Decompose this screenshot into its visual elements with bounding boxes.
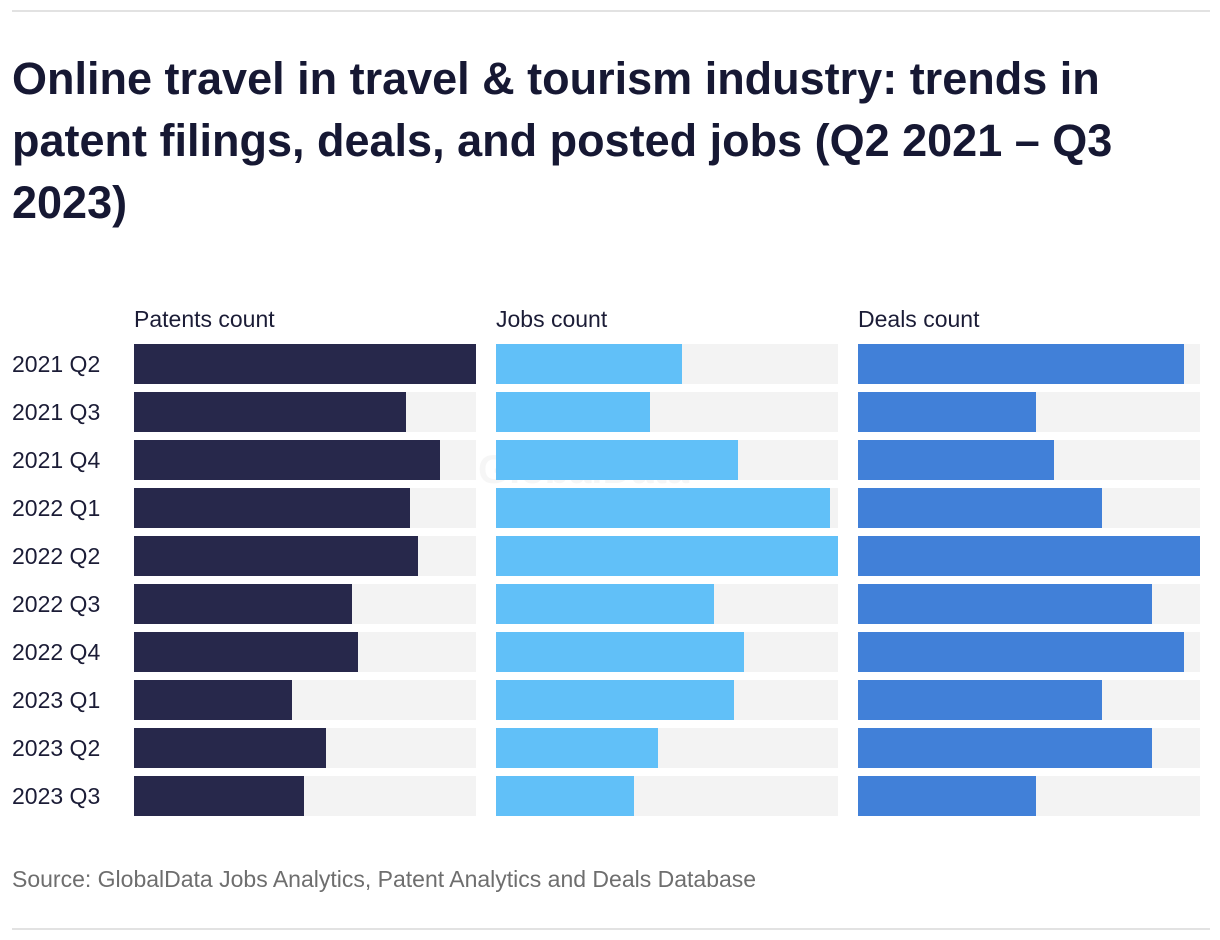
category-label: 2022 Q3 xyxy=(12,591,101,617)
bar xyxy=(858,632,1184,672)
bar-track xyxy=(496,680,838,720)
bar-track xyxy=(134,680,476,720)
bar-track xyxy=(858,632,1200,672)
bar xyxy=(134,680,292,720)
bar-track xyxy=(496,632,838,672)
category-label: 2021 Q3 xyxy=(12,399,101,425)
category-label: 2021 Q4 xyxy=(12,447,101,473)
category-label: 2021 Q2 xyxy=(12,351,101,377)
bar xyxy=(134,392,406,432)
bar xyxy=(134,776,304,816)
bar-track xyxy=(496,536,838,576)
series-header: Patents count xyxy=(134,306,275,332)
category-label: 2022 Q2 xyxy=(12,543,101,569)
source-note: Source: GlobalData Jobs Analytics, Paten… xyxy=(12,866,757,892)
category-label: 2023 Q2 xyxy=(12,735,101,761)
bar-track xyxy=(134,536,476,576)
bar xyxy=(496,488,831,528)
bar xyxy=(496,728,659,768)
bottom-rule xyxy=(12,928,1210,930)
bar xyxy=(858,392,1036,432)
series-header: Deals count xyxy=(858,306,980,332)
bar xyxy=(134,728,326,768)
bar xyxy=(496,776,635,816)
bar-track xyxy=(858,680,1200,720)
category-label: 2023 Q3 xyxy=(12,783,101,809)
bar xyxy=(496,440,739,480)
bar xyxy=(496,632,744,672)
bar-track xyxy=(858,776,1200,816)
bar xyxy=(858,728,1153,768)
bar-track xyxy=(858,344,1200,384)
bar xyxy=(134,440,441,480)
bar xyxy=(858,344,1184,384)
bar-track xyxy=(858,728,1200,768)
bar xyxy=(858,776,1036,816)
bar-track xyxy=(134,344,476,384)
bar-track xyxy=(858,536,1200,576)
bar-track xyxy=(496,488,838,528)
bar xyxy=(134,536,418,576)
bar-track xyxy=(496,440,838,480)
bar xyxy=(496,344,683,384)
category-label: 2023 Q1 xyxy=(12,687,101,713)
bar-track xyxy=(496,392,838,432)
bar-track xyxy=(858,392,1200,432)
category-label: 2022 Q1 xyxy=(12,495,101,521)
bar xyxy=(134,584,352,624)
bar xyxy=(496,584,714,624)
bar-track xyxy=(858,488,1200,528)
bar xyxy=(858,488,1102,528)
bar-track xyxy=(496,344,838,384)
bar-track xyxy=(134,440,476,480)
bar-track xyxy=(858,584,1200,624)
bar xyxy=(134,632,358,672)
series-header: Jobs count xyxy=(496,306,608,332)
bar-track xyxy=(134,776,476,816)
bar xyxy=(134,488,410,528)
bar-track xyxy=(134,488,476,528)
category-label: 2022 Q4 xyxy=(12,639,101,665)
bar-track xyxy=(134,584,476,624)
bar xyxy=(134,344,476,384)
bar-track xyxy=(496,776,838,816)
bar-track xyxy=(134,392,476,432)
bar-track xyxy=(496,728,838,768)
bar xyxy=(496,392,650,432)
chart-title: Online travel in travel & tourism indust… xyxy=(12,53,1113,228)
bar xyxy=(858,680,1102,720)
bar-track xyxy=(134,728,476,768)
top-rule xyxy=(12,10,1210,12)
bar xyxy=(496,680,735,720)
bar-track xyxy=(858,440,1200,480)
bar-track xyxy=(496,584,838,624)
bar xyxy=(858,440,1054,480)
bar xyxy=(496,536,838,576)
bar-track xyxy=(134,632,476,672)
bar xyxy=(858,536,1200,576)
bar xyxy=(858,584,1153,624)
